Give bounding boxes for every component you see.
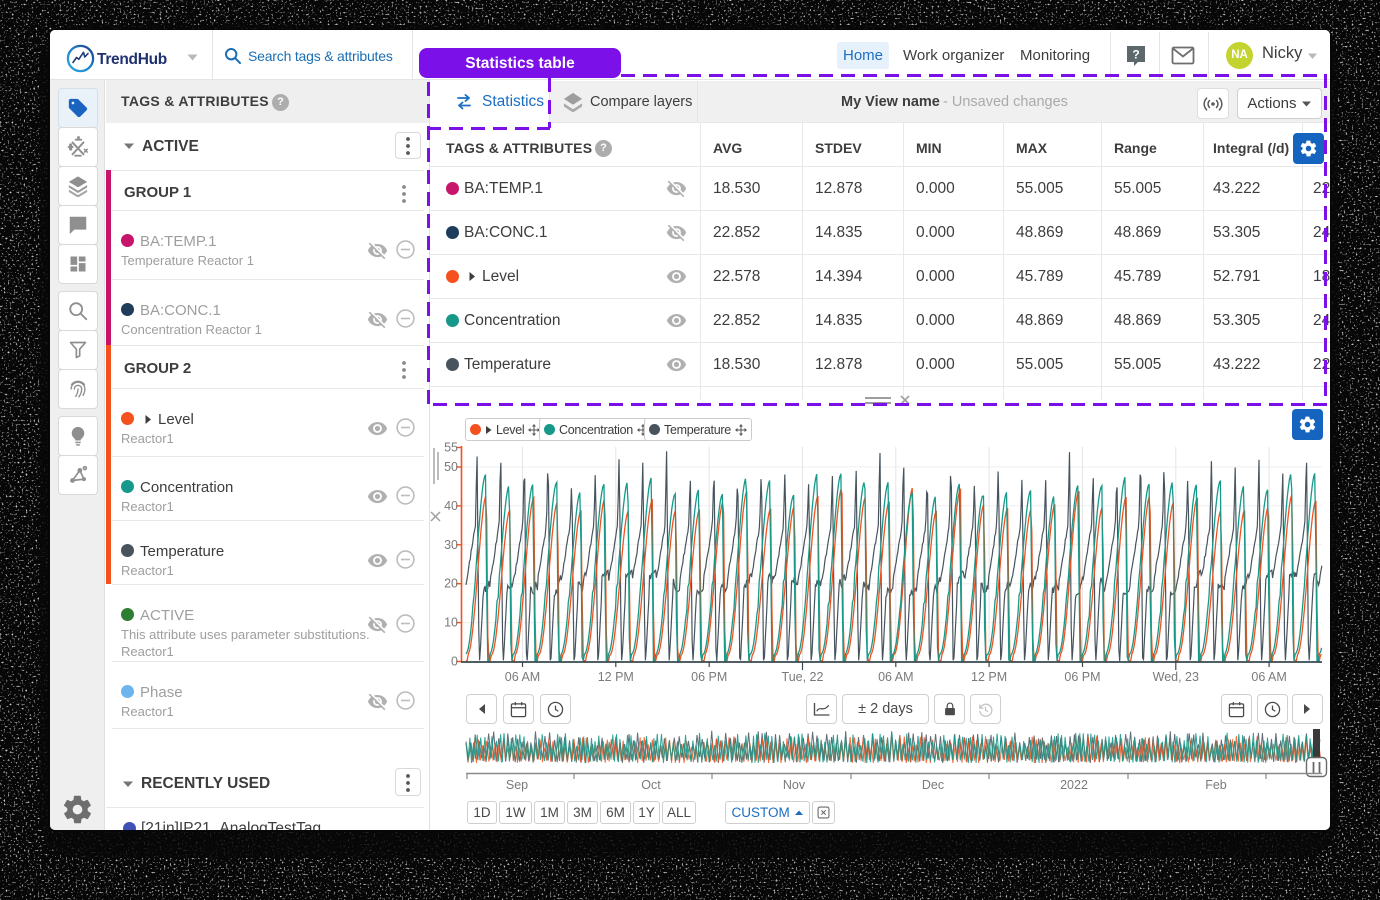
svg-text:40: 40 xyxy=(444,499,458,513)
svg-text:50: 50 xyxy=(444,460,458,474)
svg-text:30: 30 xyxy=(444,538,458,552)
svg-text:Tue, 22: Tue, 22 xyxy=(782,670,824,684)
svg-text:10: 10 xyxy=(444,616,458,630)
svg-text:12 PM: 12 PM xyxy=(971,670,1007,684)
svg-text:06 PM: 06 PM xyxy=(1064,670,1100,684)
svg-text:?: ? xyxy=(1132,48,1139,62)
svg-text:06 PM: 06 PM xyxy=(691,670,727,684)
svg-text:55: 55 xyxy=(444,441,458,455)
svg-text:0: 0 xyxy=(451,655,458,669)
svg-text:12 PM: 12 PM xyxy=(598,670,634,684)
svg-text:Feb: Feb xyxy=(1205,778,1227,792)
svg-text:20: 20 xyxy=(444,577,458,591)
svg-text:Sep: Sep xyxy=(506,778,528,792)
svg-text:Oct: Oct xyxy=(641,778,661,792)
svg-text:06 AM: 06 AM xyxy=(505,670,540,684)
svg-text:06 AM: 06 AM xyxy=(878,670,913,684)
svg-text:Nov: Nov xyxy=(783,778,806,792)
svg-text:06 AM: 06 AM xyxy=(1251,670,1286,684)
svg-text:Statistics table: Statistics table xyxy=(465,55,575,72)
svg-text:Wed, 23: Wed, 23 xyxy=(1153,670,1199,684)
svg-text:2022: 2022 xyxy=(1060,778,1088,792)
svg-text:Dec: Dec xyxy=(922,778,944,792)
